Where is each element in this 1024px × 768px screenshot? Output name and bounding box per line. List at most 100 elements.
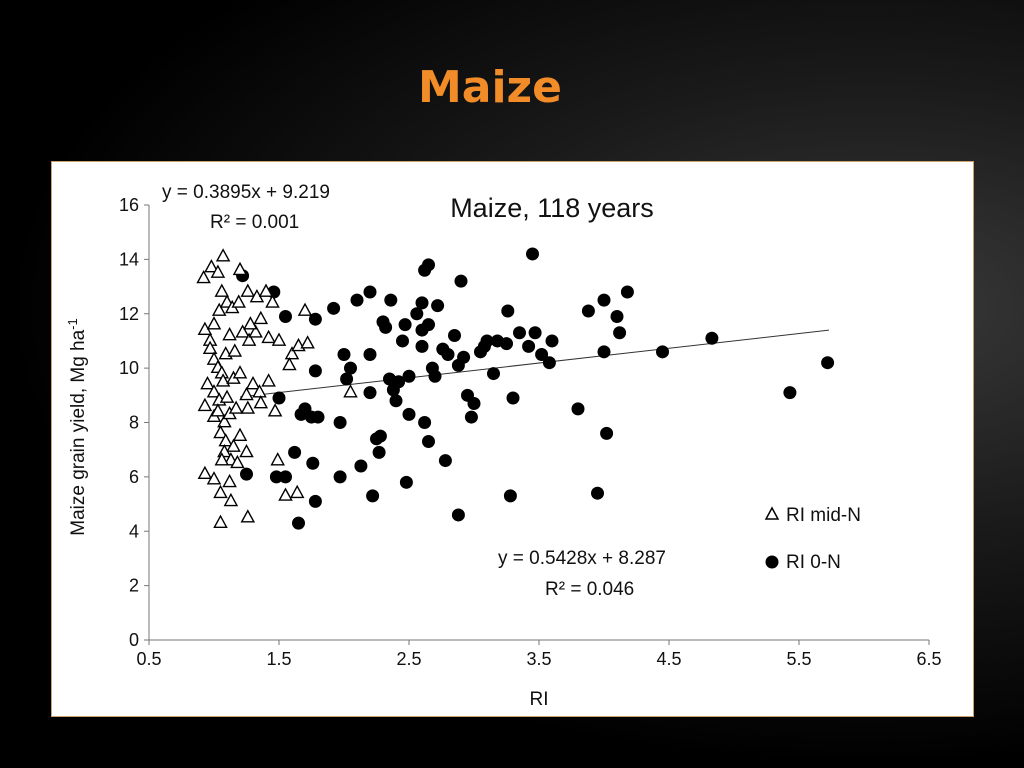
point-0-n [431,299,445,313]
point-0-n [366,489,380,503]
point-mid-n [231,294,246,308]
point-mid-n [289,484,305,499]
point-0-n [454,274,468,288]
equation-0-n: y = 0.5428x + 8.287 [498,548,666,569]
point-mid-n [218,433,233,447]
point-mid-n [267,403,283,417]
point-0-n [333,470,347,484]
point-mid-n [271,332,287,346]
legend-label-mid-n: RI mid-N [786,505,861,526]
point-0-n [428,369,442,383]
point-0-n [528,326,542,340]
point-mid-n [240,400,256,414]
point-0-n [372,445,386,459]
y-axis-label-text: Maize grain yield, Mg ha [68,329,89,535]
point-0-n [457,350,471,364]
point-0-n [384,293,398,307]
point-mid-n [227,343,243,357]
point-0-n [272,391,286,405]
point-0-n [399,475,413,489]
point-0-n [438,454,452,468]
point-0-n [396,334,409,348]
point-0-n [308,364,322,378]
point-0-n [308,494,322,508]
chart-frame: 0 2 4 6 8 10 12 14 16 0.5 1.5 2.5 3.5 4.5 5.5 6.5 Maize… [51,161,974,717]
point-0-n [705,331,719,345]
point-mid-n [245,375,261,390]
point-0-n [581,304,595,318]
point-0-n [269,470,283,484]
point-0-n [422,435,435,449]
point-mid-n [226,438,241,452]
slide-title: Maize [417,62,562,113]
point-0-n [545,334,559,348]
point-0-n [448,329,461,342]
point-0-n [415,339,429,353]
point-0-n [501,304,515,318]
point-mid-n [197,465,213,480]
legend: RI mid-N RI 0-N [764,505,861,573]
y-tick-label: 10 [119,358,139,378]
point-0-n [402,369,416,383]
point-0-n [392,375,406,389]
x-tick-label: 4.5 [656,649,681,669]
point-mid-n [219,389,235,403]
equation-mid-n: y = 0.3895x + 9.219 [162,182,330,203]
point-mid-n [228,400,244,414]
point-0-n [451,508,465,522]
point-0-n [240,467,253,481]
x-tick-label: 6.5 [916,649,941,669]
point-0-n [292,516,305,530]
point-0-n [350,293,364,307]
y-tick-label: 8 [129,413,139,433]
point-mid-n [206,384,222,398]
point-mid-n [261,373,276,387]
point-mid-n [300,335,315,349]
point-0-n [506,391,520,405]
point-0-n [373,429,387,443]
point-mid-n [232,427,248,441]
point-mid-n [196,269,211,284]
point-mid-n [217,414,232,428]
x-tick-label: 5.5 [786,649,811,669]
point-0-n [597,293,611,307]
point-mid-n [202,340,218,354]
r2-mid-n: R² = 0.001 [210,212,299,233]
point-mid-n [253,395,269,409]
trendline-mid-n-equation: y = 0.3895x + 9.219 R² = 0.001 [162,182,330,233]
point-mid-n [248,324,263,338]
point-mid-n [213,514,228,528]
point-mid-n [223,492,239,507]
point-mid-n [240,509,256,523]
point-0-n [513,326,526,340]
point-mid-n [239,386,254,401]
point-0-n [306,456,320,470]
point-0-n [327,301,341,315]
x-tick-label: 0.5 [136,649,161,669]
y-tick-label: 4 [129,521,139,541]
legend-label-0-n: RI 0-N [786,552,841,573]
point-0-n [613,326,627,340]
point-0-n [415,296,429,310]
point-0-n [783,386,797,400]
point-mid-n [239,443,254,458]
point-mid-n [222,473,237,488]
point-0-n [600,426,614,440]
y-axis-label: Maize grain yield, Mg ha-1 [65,318,90,536]
point-0-n [422,258,435,272]
point-0-n [591,486,604,500]
point-0-n [354,459,368,473]
point-mid-n [240,283,256,297]
point-0-n [500,337,513,351]
point-mid-n [213,424,228,439]
point-0-n [402,407,416,421]
point-0-n [398,318,412,332]
point-0-n [503,489,517,503]
y-tick-label: 12 [119,304,139,324]
x-axis-label: RI [530,689,549,710]
point-0-n [441,348,455,362]
point-mid-n [265,294,280,308]
y-tick-label: 6 [129,467,139,487]
point-mid-n [270,452,285,466]
point-mid-n [282,356,297,371]
